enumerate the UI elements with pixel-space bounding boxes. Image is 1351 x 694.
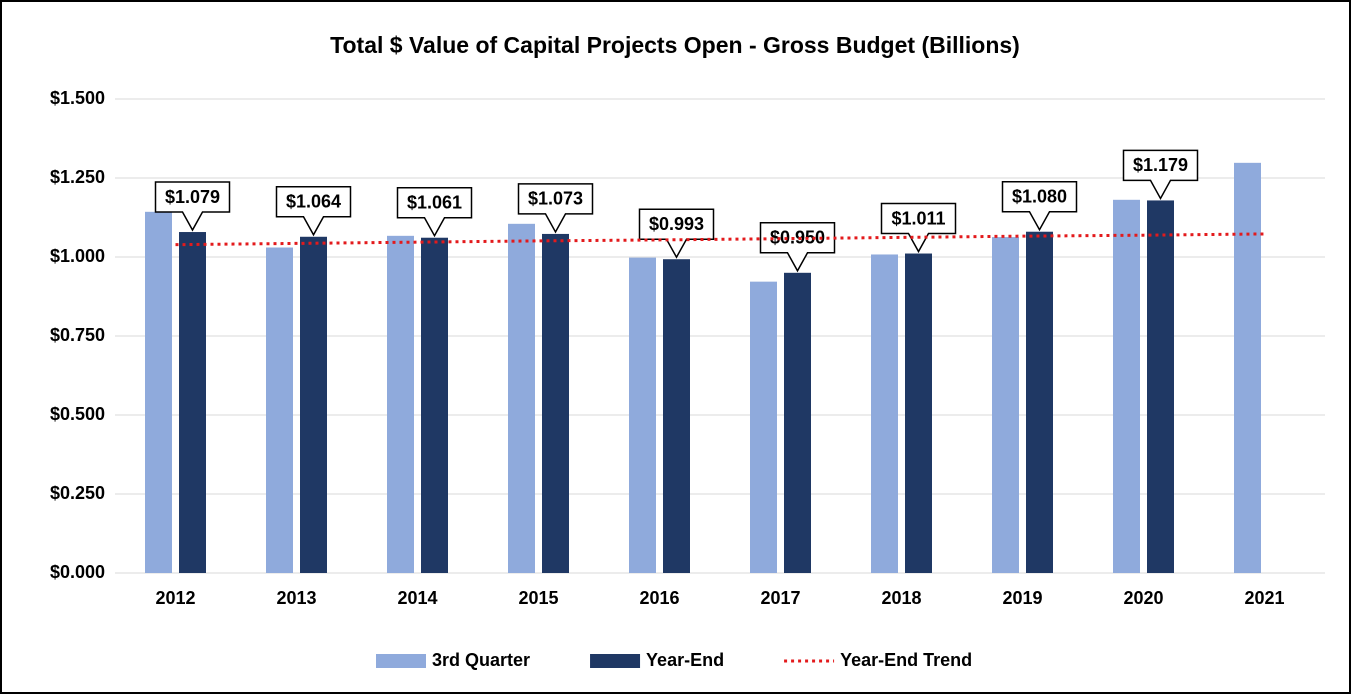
y-tick-label: $0.500 bbox=[50, 404, 105, 424]
legend-swatch bbox=[590, 654, 641, 668]
chart-title: Total $ Value of Capital Projects Open -… bbox=[330, 32, 1020, 58]
x-tick-label: 2012 bbox=[155, 588, 195, 608]
y-tick-label: $0.250 bbox=[50, 483, 105, 503]
x-tick-label: 2018 bbox=[881, 588, 921, 608]
x-tick-label: 2015 bbox=[518, 588, 558, 608]
x-tick-label: 2016 bbox=[639, 588, 679, 608]
bar bbox=[1113, 199, 1140, 573]
bar bbox=[1234, 162, 1261, 573]
y-tick-label: $0.000 bbox=[50, 562, 105, 582]
bar bbox=[300, 236, 327, 573]
x-tick-label: 2017 bbox=[760, 588, 800, 608]
legend-label: Year-End bbox=[646, 650, 724, 670]
bar bbox=[750, 281, 777, 573]
bar bbox=[871, 254, 898, 574]
data-label: $1.061 bbox=[407, 192, 462, 212]
data-label-callout bbox=[154, 181, 231, 232]
data-label: $0.950 bbox=[770, 228, 825, 248]
bar bbox=[1026, 231, 1053, 573]
data-label-callout bbox=[638, 208, 715, 259]
bar bbox=[542, 233, 569, 573]
bar bbox=[387, 235, 414, 573]
data-label-callout bbox=[880, 202, 957, 254]
bar bbox=[421, 237, 448, 573]
bar bbox=[179, 232, 206, 573]
data-label: $0.993 bbox=[649, 214, 704, 234]
data-label: $1.179 bbox=[1133, 155, 1188, 175]
data-label-callout bbox=[517, 183, 594, 234]
bar bbox=[905, 253, 932, 574]
x-tick-label: 2020 bbox=[1123, 588, 1163, 608]
bar bbox=[992, 237, 1019, 574]
y-tick-label: $1.000 bbox=[50, 246, 105, 266]
x-tick-label: 2013 bbox=[276, 588, 316, 608]
x-tick-label: 2021 bbox=[1244, 588, 1284, 608]
y-tick-label: $0.750 bbox=[50, 325, 105, 345]
data-label-callout bbox=[759, 222, 836, 273]
data-label: $1.011 bbox=[891, 208, 945, 228]
bar bbox=[663, 259, 690, 573]
data-label: $1.080 bbox=[1012, 186, 1067, 206]
x-tick-label: 2019 bbox=[1002, 588, 1042, 608]
data-label-callout bbox=[1001, 180, 1078, 232]
legend-label: Year-End Trend bbox=[840, 650, 972, 670]
bar bbox=[266, 247, 293, 573]
bar bbox=[1147, 200, 1174, 573]
x-tick-label: 2014 bbox=[397, 588, 437, 608]
data-label-callout bbox=[1122, 149, 1199, 200]
bar bbox=[784, 272, 811, 573]
bar bbox=[145, 211, 172, 573]
data-label-callout bbox=[396, 186, 473, 238]
y-tick-label: $1.250 bbox=[50, 167, 105, 187]
legend-swatch bbox=[376, 654, 426, 668]
data-label-callout bbox=[275, 186, 352, 237]
data-label: $1.064 bbox=[286, 192, 341, 212]
data-label: $1.073 bbox=[528, 189, 583, 209]
y-tick-label: $1.500 bbox=[50, 88, 105, 108]
bar bbox=[508, 223, 535, 573]
bar bbox=[629, 257, 656, 573]
data-label: $1.079 bbox=[165, 187, 220, 207]
legend-label: 3rd Quarter bbox=[432, 650, 530, 670]
